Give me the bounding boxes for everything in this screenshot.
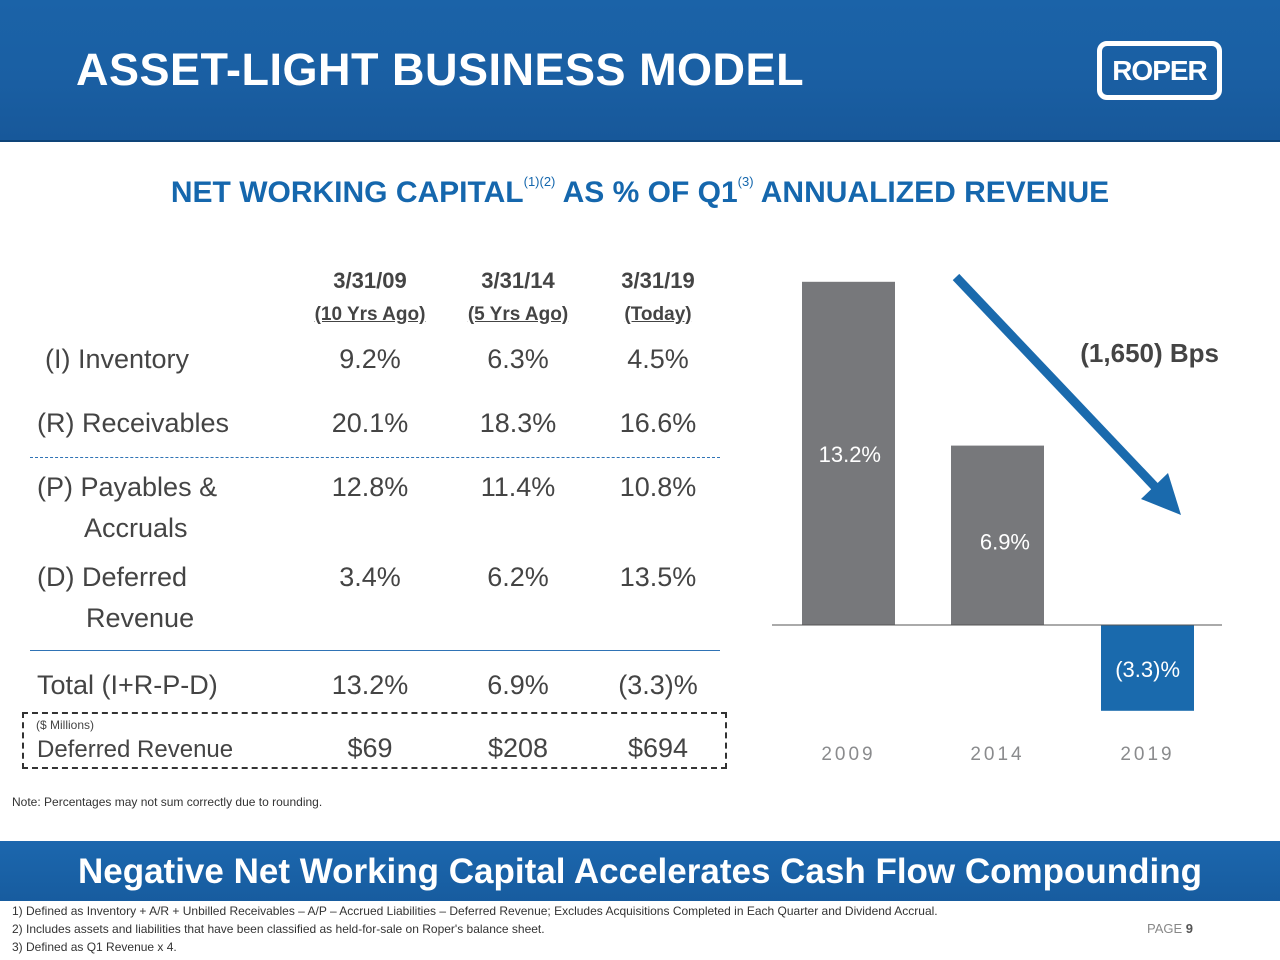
subtitle-footnote-ref-2: (3)	[737, 174, 754, 189]
cell-payables-2019: 10.8%	[619, 472, 697, 502]
row-label-payables-line2: Accruals	[84, 513, 188, 543]
cell-total-2009: 13.2%	[331, 670, 409, 700]
col-sub-2009: (10 Yrs Ago)	[314, 304, 426, 325]
rounding-note: Note: Percentages may not sum correctly …	[12, 795, 323, 809]
x-tick-2009: 2009	[821, 744, 875, 765]
col-sub-2014: (5 Yrs Ago)	[467, 304, 569, 325]
page-number: PAGE 9	[1147, 921, 1193, 936]
col-date-2019: 3/31/19	[621, 268, 695, 293]
subtitle-footnote-ref-1: (1)(2)	[523, 174, 556, 189]
row-label-payables: (P) Payables &	[37, 472, 218, 502]
cell-deferred-2009: 3.4%	[339, 562, 401, 592]
cell-total-2014: 6.9%	[487, 670, 549, 700]
trend-arrow-head	[1141, 473, 1181, 515]
chart-subtitle: NET WORKING CAPITAL(1)(2) AS % OF Q1(3) …	[0, 174, 1280, 210]
cell-inventory-2009: 9.2%	[339, 344, 401, 374]
millions-note: ($ Millions)	[36, 718, 95, 732]
page-label: PAGE	[1147, 921, 1183, 936]
bps-change-annotation: (1,650) Bps	[1080, 338, 1219, 368]
subtitle-part-1: NET WORKING CAPITAL	[170, 176, 524, 209]
bar-label-2019: (3.3)%	[1115, 657, 1180, 682]
cell-inventory-2019: 4.5%	[627, 344, 689, 374]
cell-receivables-2009: 20.1%	[331, 408, 409, 438]
row-label-deferred-line2: Revenue	[86, 603, 195, 633]
x-tick-2014: 2014	[970, 744, 1024, 765]
cell-dr-2019: $694	[627, 733, 689, 763]
cell-dr-2009: $69	[347, 733, 393, 763]
subtitle-part-3: ANNUALIZED REVENUE	[753, 176, 1110, 209]
page-num: 9	[1185, 921, 1194, 936]
bar-label-2014: 6.9%	[980, 530, 1030, 555]
row-label-inventory: (I) Inventory	[45, 344, 190, 374]
cell-payables-2014: 11.4%	[480, 472, 556, 502]
bar-2014	[951, 445, 1044, 625]
footnote-2: 2) Includes assets and liabilities that …	[12, 922, 545, 936]
dashed-divider	[30, 457, 720, 458]
bar-label-2009: 13.2%	[819, 442, 881, 467]
row-label-deferred-revenue: Deferred Revenue	[37, 736, 234, 763]
col-date-2014: 3/31/14	[481, 268, 555, 293]
cell-total-2019: (3.3)%	[618, 670, 698, 700]
cell-receivables-2019: 16.6%	[619, 408, 697, 438]
deferred-revenue-box	[22, 712, 727, 769]
logo-text: ROPER	[1112, 54, 1208, 86]
bar-2009	[802, 281, 895, 625]
banner-bar	[0, 841, 1280, 901]
row-label-total: Total (I+R-P-D)	[37, 670, 218, 700]
cell-inventory-2014: 6.3%	[487, 344, 549, 374]
total-divider	[30, 650, 720, 651]
bar-2019	[1101, 625, 1194, 711]
banner-text: Negative Net Working Capital Accelerates…	[77, 852, 1203, 891]
col-date-2009: 3/31/09	[333, 268, 407, 293]
row-label-receivables: (R) Receivables	[37, 408, 230, 438]
cell-deferred-2014: 6.2%	[487, 562, 549, 592]
x-tick-2019: 2019	[1120, 744, 1174, 765]
trend-arrow-shaft	[952, 273, 1164, 496]
cell-receivables-2014: 18.3%	[479, 408, 557, 438]
page-title: ASSET-LIGHT BUSINESS MODEL	[76, 44, 805, 95]
col-sub-2019: (Today)	[624, 304, 692, 325]
cell-dr-2014: $208	[487, 733, 549, 763]
roper-logo: ROPER	[1097, 41, 1222, 100]
subtitle-part-2: AS % OF Q1	[555, 176, 738, 209]
cell-payables-2009: 12.8%	[331, 472, 409, 502]
footnote-1: 1) Defined as Inventory + A/R + Unbilled…	[12, 904, 938, 918]
cell-deferred-2019: 13.5%	[619, 562, 697, 592]
footnote-3: 3) Defined as Q1 Revenue x 4.	[12, 940, 177, 954]
header-bar	[0, 0, 1280, 142]
row-label-deferred: (D) Deferred	[37, 562, 188, 592]
